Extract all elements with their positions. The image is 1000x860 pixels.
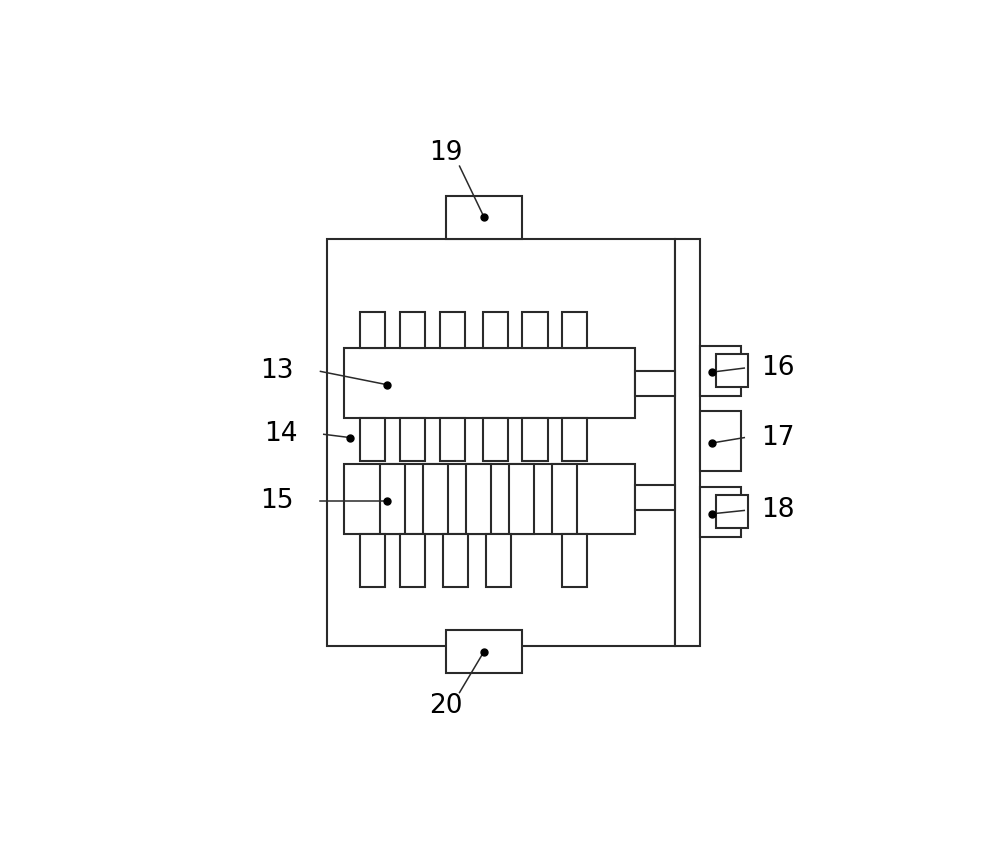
Bar [700, 487, 741, 537]
Bar [400, 533, 425, 587]
Bar [440, 312, 465, 348]
Bar [360, 533, 385, 587]
Text: 20: 20 [430, 693, 463, 719]
Text: 18: 18 [761, 497, 794, 524]
Bar [327, 239, 675, 646]
Bar [380, 464, 405, 533]
Text: 17: 17 [761, 425, 794, 451]
Bar [446, 196, 522, 239]
Bar [700, 411, 741, 470]
Bar [440, 418, 465, 461]
Text: 15: 15 [260, 488, 294, 513]
Bar [483, 418, 508, 461]
Bar [562, 418, 587, 461]
Bar [635, 371, 675, 396]
Bar [562, 312, 587, 348]
Bar [466, 464, 491, 533]
Bar [522, 312, 548, 348]
Bar [443, 533, 468, 587]
Bar [360, 312, 385, 348]
Bar [675, 239, 700, 646]
Bar [562, 533, 587, 587]
Bar [509, 464, 534, 533]
Text: 16: 16 [761, 355, 794, 381]
Text: 13: 13 [260, 359, 294, 384]
Bar [423, 464, 448, 533]
Bar [700, 346, 741, 396]
Bar [552, 464, 577, 533]
Bar [483, 312, 508, 348]
Bar [522, 418, 548, 461]
Bar [635, 485, 675, 511]
Bar [400, 312, 425, 348]
Bar [344, 348, 635, 418]
Text: 19: 19 [430, 140, 463, 166]
Bar [446, 630, 522, 673]
Bar [716, 353, 748, 387]
Bar [486, 533, 511, 587]
Bar [400, 418, 425, 461]
Bar [360, 418, 385, 461]
Bar [716, 495, 748, 528]
Text: 14: 14 [264, 421, 297, 447]
Bar [344, 464, 635, 533]
